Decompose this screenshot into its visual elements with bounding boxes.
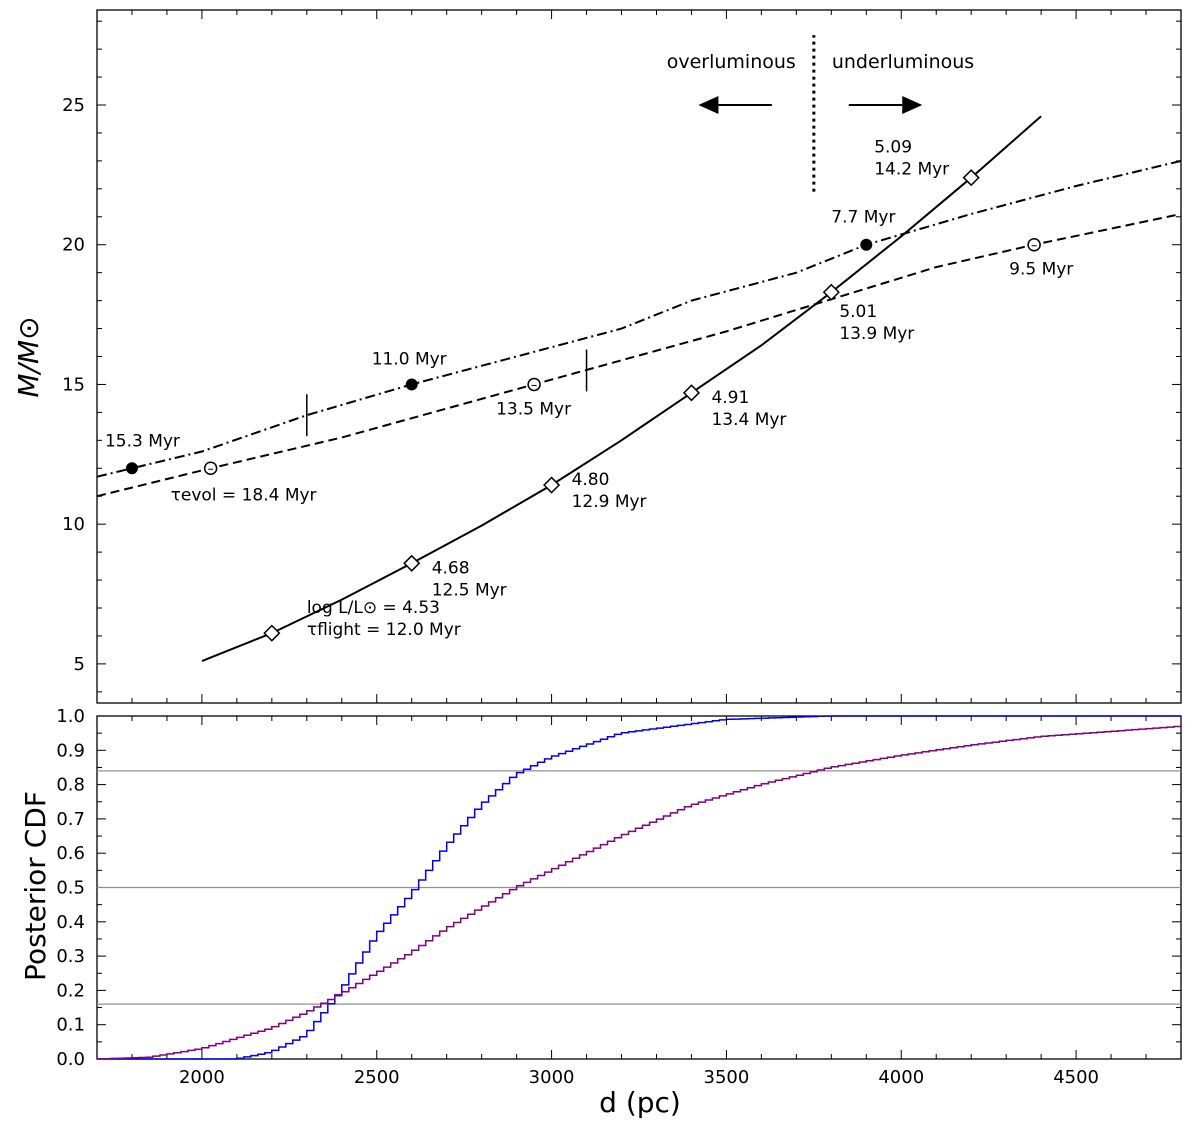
bottom-ytick-label: 0.2: [56, 980, 85, 1001]
marker-annotation: 13.4 Myr: [711, 410, 786, 430]
bottom-ytick-label: 0.9: [56, 740, 85, 761]
top-y-axis-label: M/M⊙: [12, 316, 45, 397]
top-ytick-label: 15: [62, 374, 85, 395]
bottom-ytick-label: 1.0: [56, 706, 85, 727]
top-ytick-label: 25: [62, 95, 85, 116]
marker-annotation: 7.7 Myr: [831, 208, 895, 228]
open-circle-marker: [1027, 237, 1041, 252]
marker-annotation: 15.3 Myr: [105, 431, 180, 451]
bottom-panel: 2000 2500 3000 3500 4000 4500 0.0 0.1 0.2 0.3 0.4 0…: [56, 706, 1182, 1088]
bottom-xtick-label: 2500: [354, 1067, 400, 1088]
marker-annotation: 14.2 Myr: [874, 160, 949, 180]
marker-annotation: 4.91: [711, 388, 749, 408]
cdf-step-line: [97, 715, 1181, 1060]
top-panel: 5 10 15 20 25 overluminous underluminous log L/…: [62, 9, 1182, 704]
top-plot-frame: [96, 9, 1182, 704]
bottom-ytick-label: 0.8: [56, 775, 85, 796]
diamond-marker: [962, 169, 980, 187]
marker-annotation: log L/L⊙ = 4.53: [307, 598, 440, 618]
diamond-marker: [263, 624, 281, 642]
marker-annotation: 4.80: [572, 470, 610, 490]
top-ytick-label: 5: [74, 654, 85, 675]
top-ytick-label: 10: [62, 514, 85, 535]
marker-annotation: 5.09: [874, 138, 912, 158]
cdf-step-line: [97, 725, 1182, 1060]
marker-annotation: 11.0 Myr: [372, 349, 447, 369]
top-ytick-label: 20: [62, 235, 85, 256]
diamond-marker: [543, 476, 561, 494]
bottom-xtick-label: 2000: [179, 1067, 225, 1088]
bottom-ytick-label: 0.5: [56, 878, 85, 899]
marker-annotation: τflight = 12.0 Myr: [307, 620, 461, 640]
diamond-marker: [403, 554, 421, 572]
open-circle-marker: [203, 461, 218, 476]
filled-circle-marker: [405, 378, 418, 391]
open-circle-marker: [527, 377, 541, 392]
bottom-xtick-label: 4500: [1053, 1067, 1099, 1088]
bottom-xtick-label: 3500: [704, 1067, 750, 1088]
bottom-ytick-label: 0.7: [56, 809, 85, 830]
bottom-xtick-label: 4000: [878, 1067, 924, 1088]
marker-annotation: 12.5 Myr: [432, 580, 507, 600]
track-line-dashed: [96, 213, 1182, 498]
bottom-ytick-label: 0.3: [56, 946, 85, 967]
overluminous-arrow-head: [698, 96, 719, 115]
bottom-ytick-label: 0.6: [56, 843, 85, 864]
diamond-marker: [822, 283, 840, 301]
bottom-ytick-label: 0.0: [56, 1049, 85, 1070]
filled-circle-marker: [125, 462, 138, 475]
x-axis-label: d (pc): [599, 1086, 681, 1119]
bottom-ytick-label: 0.4: [56, 912, 85, 933]
marker-annotation: 12.9 Myr: [572, 492, 647, 512]
bottom-ytick-label: 0.1: [56, 1015, 85, 1036]
underluminous-arrow-head: [902, 96, 923, 115]
marker-annotation: 4.68: [432, 558, 470, 578]
marker-annotation: 13.5 Myr: [496, 399, 571, 419]
filled-circle-marker: [860, 238, 873, 251]
track-line-dashdot: [96, 159, 1182, 478]
bottom-xtick-label: 3000: [529, 1067, 575, 1088]
underluminous-label: underluminous: [832, 51, 974, 73]
bottom-y-axis-label: Posterior CDF: [19, 791, 52, 981]
overluminous-label: overluminous: [667, 51, 796, 73]
marker-annotation: 5.01: [839, 302, 877, 322]
marker-annotation: 9.5 Myr: [1009, 260, 1073, 280]
marker-annotation: 13.9 Myr: [839, 324, 914, 344]
track-line-solid: [201, 115, 1042, 663]
diamond-marker: [682, 384, 701, 402]
marker-annotation: τevol = 18.4 Myr: [171, 485, 317, 505]
